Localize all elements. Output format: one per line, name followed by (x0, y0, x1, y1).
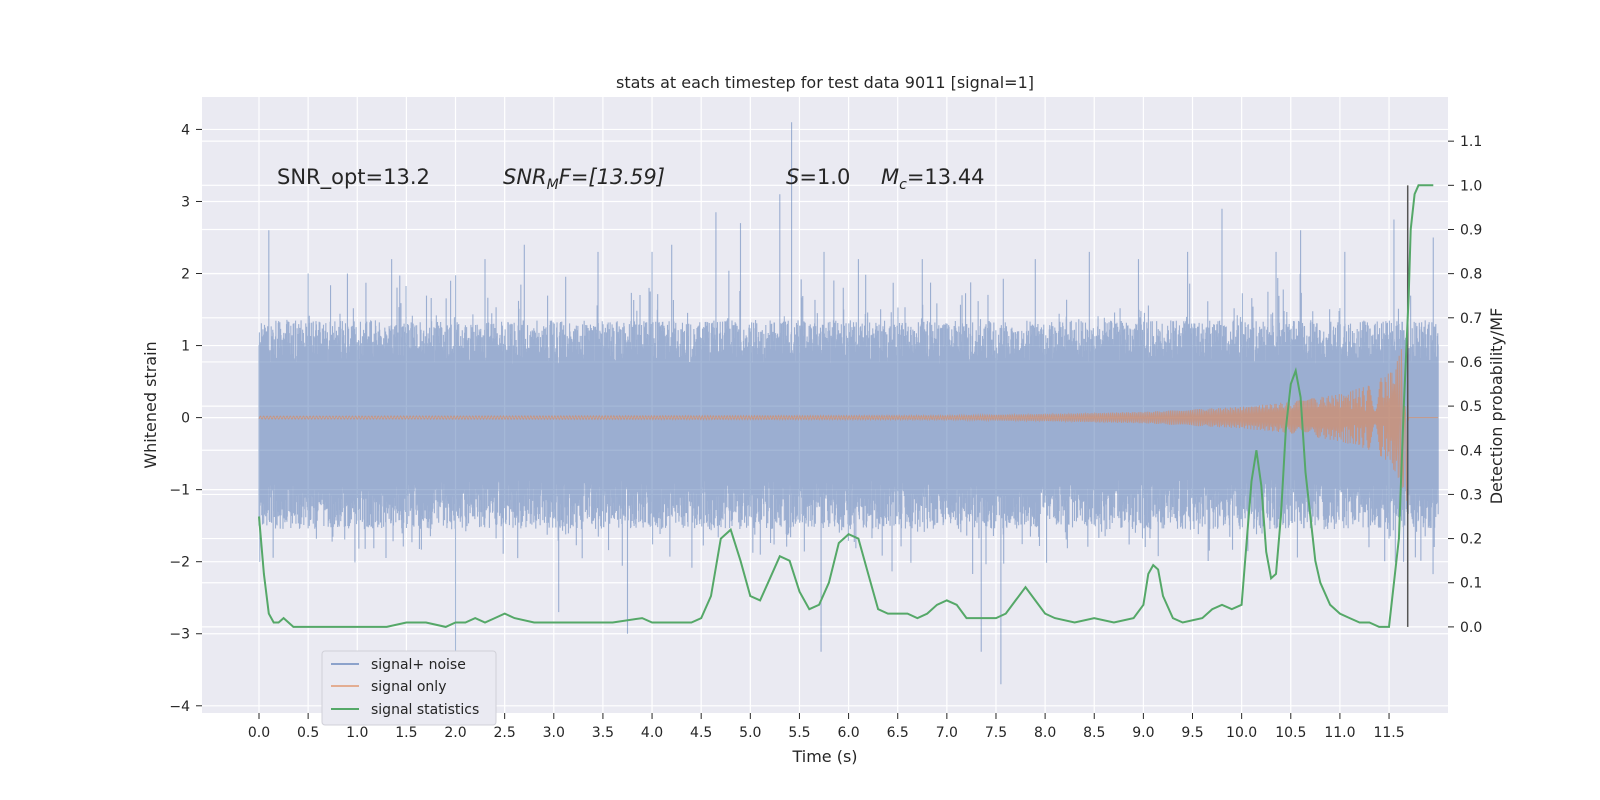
right-y-tick-label: 0.6 (1460, 355, 1482, 371)
right-y-tick-label: 0.3 (1460, 487, 1482, 503)
legend-box (321, 650, 497, 726)
right-y-tick-label: 0.8 (1460, 267, 1482, 283)
left-y-tick-label: −3 (169, 627, 190, 643)
x-tick-label: 5.0 (739, 725, 761, 741)
x-tick-label: 1.5 (395, 725, 417, 741)
left-y-axis-label: Whitened strain (141, 341, 160, 468)
right-y-tick-label: 0.9 (1460, 222, 1482, 238)
left-y-tick-label: 0 (181, 411, 190, 427)
x-tick-label: 7.0 (936, 725, 958, 741)
x-tick-label: 4.0 (641, 725, 663, 741)
legend: signal+ noise signal only signal statist… (321, 650, 497, 726)
right-y-tick-label: 1.0 (1460, 178, 1482, 194)
x-tick-label: 10.5 (1275, 725, 1306, 741)
x-tick-label: 6.0 (837, 725, 859, 741)
right-y-axis-label: Detection probability/MF (1487, 308, 1506, 505)
left-y-tick-label: −2 (169, 555, 190, 571)
annotation-snr-mf: SNRMF=[13.59] (503, 165, 665, 193)
left-y-tick-label: −1 (169, 483, 190, 499)
right-y-axis-ticks: 0.0 0.1 0.2 0.3 0.4 0.5 0.6 0.7 0.8 0.9 1.0 1.1 (1448, 134, 1482, 636)
series-signal-only (258, 349, 1439, 501)
x-tick-label: 0.5 (297, 725, 319, 741)
left-y-tick-label: −4 (169, 699, 190, 715)
x-tick-label: 3.5 (592, 725, 614, 741)
left-y-tick-label: 2 (181, 267, 190, 283)
right-y-tick-label: 0.4 (1460, 443, 1482, 459)
x-tick-label: 6.5 (887, 725, 909, 741)
x-tick-label: 8.5 (1083, 725, 1105, 741)
legend-label-signal-only: signal only (371, 679, 446, 695)
chart-title: stats at each timestep for test data 901… (616, 73, 1034, 92)
x-axis-ticks: 0.0 0.5 1.0 1.5 2.0 2.5 3.0 3.5 4.0 4.5 5.0 5.5 6.0 6… (248, 713, 1405, 741)
annotation-mc: Mc=13.44 (881, 165, 985, 193)
x-tick-label: 8.0 (1034, 725, 1056, 741)
left-y-tick-label: 4 (181, 122, 190, 138)
x-tick-label: 3.0 (543, 725, 565, 741)
x-tick-label: 11.0 (1324, 725, 1355, 741)
x-tick-label: 1.0 (346, 725, 368, 741)
left-y-tick-label: 1 (181, 339, 190, 355)
x-tick-label: 2.5 (494, 725, 516, 741)
x-tick-label: 0.0 (248, 725, 270, 741)
x-tick-label: 11.5 (1373, 725, 1404, 741)
legend-label-signal-plus-noise: signal+ noise (371, 657, 466, 673)
right-y-tick-label: 0.1 (1460, 576, 1482, 592)
right-y-tick-label: 0.5 (1460, 399, 1482, 415)
right-y-tick-label: 1.1 (1460, 134, 1482, 150)
annotation-snr-opt: SNR_opt=13.2 (277, 165, 430, 190)
x-tick-label: 7.5 (985, 725, 1007, 741)
x-tick-label: 9.5 (1181, 725, 1203, 741)
x-tick-label: 10.0 (1226, 725, 1257, 741)
x-tick-label: 9.0 (1132, 725, 1154, 741)
x-tick-label: 5.5 (788, 725, 810, 741)
signal-statistics-line (258, 184, 1434, 628)
left-y-axis-ticks: −4 −3 −2 −1 0 1 2 3 4 (169, 122, 202, 715)
right-y-tick-label: 0.0 (1460, 620, 1482, 636)
left-y-tick-label: 3 (181, 194, 190, 210)
right-y-tick-label: 0.2 (1460, 532, 1482, 548)
legend-label-signal-statistics: signal statistics (371, 702, 479, 718)
annotation-s: S=1.0 (786, 165, 850, 189)
series-signal-statistics (258, 184, 1434, 628)
x-axis-label: Time (s) (791, 747, 857, 766)
right-y-tick-label: 0.7 (1460, 311, 1482, 327)
signal-only-line (258, 349, 1439, 501)
x-tick-label: 4.5 (690, 725, 712, 741)
x-tick-label: 2.0 (444, 725, 466, 741)
